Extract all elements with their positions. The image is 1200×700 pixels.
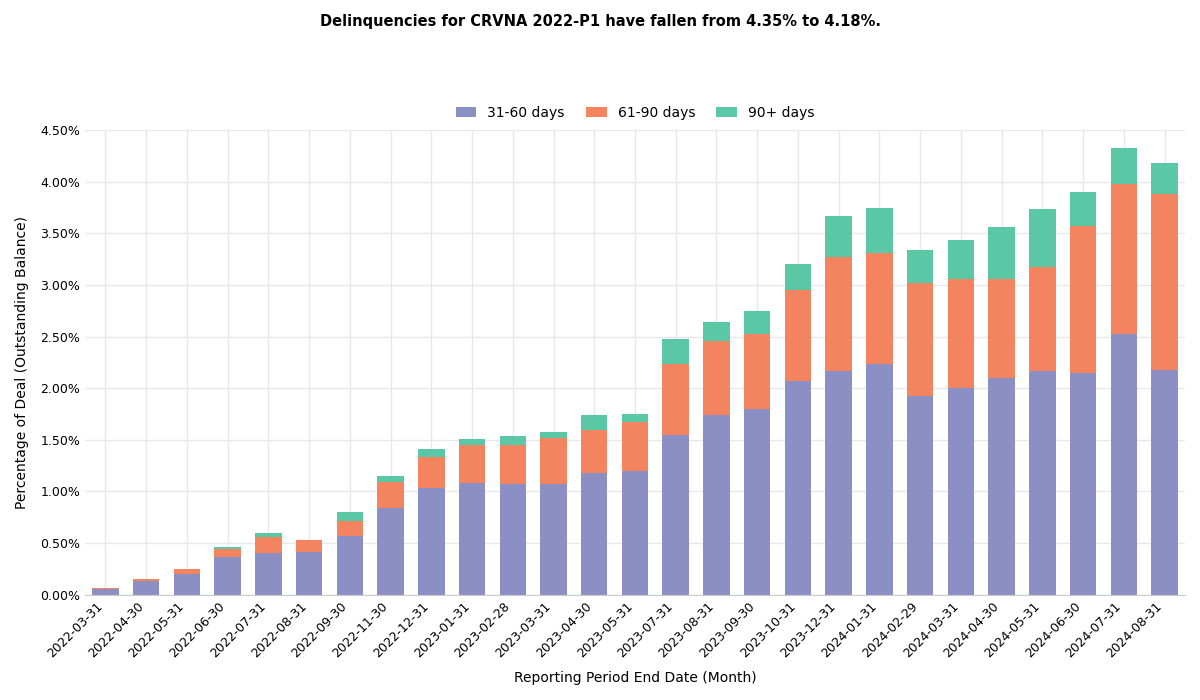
Bar [215, 557, 241, 595]
Bar [458, 439, 485, 445]
Bar [1070, 372, 1097, 595]
Legend: 31-60 days, 61-90 days, 90+ days: 31-60 days, 61-90 days, 90+ days [450, 100, 820, 125]
Bar [336, 522, 364, 536]
Bar [703, 415, 730, 595]
Bar [703, 341, 730, 415]
Bar [377, 482, 403, 508]
Bar [540, 438, 566, 484]
Bar [174, 569, 200, 574]
Bar [377, 476, 403, 482]
Bar [540, 484, 566, 595]
Bar [785, 381, 811, 595]
Bar [1111, 333, 1138, 595]
Bar [744, 333, 770, 409]
Bar [826, 257, 852, 371]
Bar [499, 445, 526, 484]
Bar [458, 445, 485, 483]
Bar [866, 208, 893, 253]
Bar [1111, 148, 1138, 184]
Bar [377, 508, 403, 595]
Bar [458, 483, 485, 595]
Bar [1151, 370, 1178, 595]
Bar [744, 409, 770, 595]
Bar [133, 579, 160, 581]
Bar [785, 290, 811, 381]
Bar [1030, 209, 1056, 267]
X-axis label: Reporting Period End Date (Month): Reporting Period End Date (Month) [514, 671, 756, 685]
Bar [866, 253, 893, 365]
Bar [418, 457, 444, 489]
Bar [1030, 371, 1056, 595]
Bar [256, 537, 282, 554]
Bar [215, 547, 241, 550]
Bar [744, 311, 770, 333]
Bar [622, 471, 648, 595]
Bar [907, 250, 934, 283]
Bar [92, 589, 119, 595]
Bar [540, 432, 566, 438]
Bar [499, 435, 526, 445]
Bar [1111, 184, 1138, 333]
Bar [296, 540, 323, 552]
Bar [581, 430, 607, 473]
Bar [622, 422, 648, 471]
Bar [989, 279, 1015, 378]
Bar [907, 396, 934, 595]
Bar [948, 239, 974, 279]
Bar [581, 473, 607, 595]
Bar [622, 414, 648, 422]
Bar [296, 552, 323, 595]
Bar [662, 435, 689, 595]
Bar [174, 574, 200, 595]
Bar [866, 365, 893, 595]
Bar [989, 378, 1015, 595]
Bar [256, 554, 282, 595]
Bar [703, 322, 730, 341]
Bar [418, 489, 444, 595]
Bar [215, 550, 241, 557]
Bar [418, 449, 444, 457]
Bar [948, 279, 974, 389]
Bar [1151, 194, 1178, 370]
Text: Delinquencies for CRVNA 2022-P1 have fallen from 4.35% to 4.18%.: Delinquencies for CRVNA 2022-P1 have fal… [319, 14, 881, 29]
Bar [336, 536, 364, 595]
Bar [989, 228, 1015, 279]
Y-axis label: Percentage of Deal (Outstanding Balance): Percentage of Deal (Outstanding Balance) [16, 216, 29, 509]
Bar [662, 365, 689, 435]
Bar [1070, 192, 1097, 226]
Bar [1151, 163, 1178, 194]
Bar [907, 283, 934, 396]
Bar [256, 533, 282, 537]
Bar [1070, 226, 1097, 372]
Bar [133, 581, 160, 595]
Bar [336, 512, 364, 522]
Bar [662, 339, 689, 365]
Bar [581, 415, 607, 430]
Bar [499, 484, 526, 595]
Bar [1030, 267, 1056, 371]
Bar [948, 389, 974, 595]
Bar [826, 216, 852, 257]
Bar [826, 371, 852, 595]
Bar [785, 265, 811, 290]
